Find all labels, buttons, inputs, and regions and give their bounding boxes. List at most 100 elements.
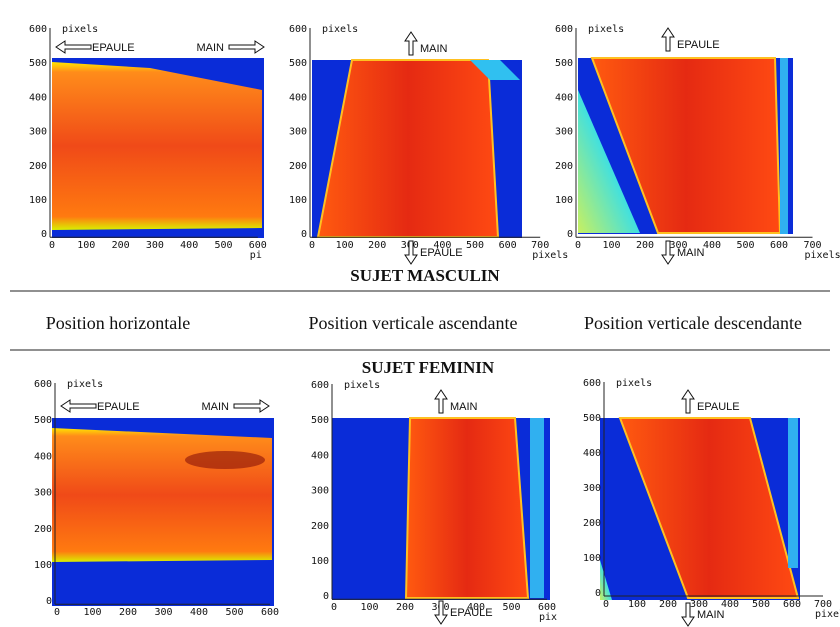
y-unit: pixels	[62, 24, 98, 35]
y-unit: pixels	[588, 24, 624, 35]
y-tick-label: 200	[583, 518, 601, 529]
y-tick-label: 400	[555, 92, 573, 103]
y-tick-label: 200	[289, 161, 307, 172]
arrow	[434, 389, 448, 414]
heatmap-edge	[530, 418, 544, 598]
arrow-label: EPAULE	[697, 401, 740, 413]
x-tick-label: 0	[575, 240, 581, 251]
heatmap-edge	[780, 58, 788, 234]
x-tick-label: 100	[360, 602, 378, 613]
heatmap-body	[618, 417, 800, 599]
x-unit: pi	[250, 250, 262, 261]
y-tick-label: 400	[583, 448, 601, 459]
x-tick-label: 500	[752, 599, 770, 610]
heatmap-edge	[470, 60, 520, 80]
arrow-label: MAIN	[197, 42, 225, 54]
x-unit: pixels	[805, 250, 840, 261]
arrow	[681, 602, 695, 627]
heatmap-body	[52, 62, 262, 230]
arrow	[233, 399, 270, 413]
arrow-label: EPAULE	[677, 39, 720, 51]
x-tick-label: 100	[77, 240, 95, 251]
x-tick-label: 700	[814, 599, 832, 610]
y-tick-label: 300	[289, 127, 307, 138]
heatmap-edge	[600, 560, 612, 600]
y-tick-label: 600	[311, 380, 329, 391]
x-tick-label: 200	[396, 602, 414, 613]
arrow-label: MAIN	[450, 401, 478, 413]
y-tick-label: 400	[34, 451, 52, 462]
y-tick-label: 200	[34, 524, 52, 535]
x-tick-label: 500	[214, 240, 232, 251]
male-title: SUJET MASCULIN	[350, 266, 500, 285]
y-tick-label: 0	[301, 229, 307, 240]
y-tick-label: 100	[29, 195, 47, 206]
x-tick-label: 500	[466, 240, 484, 251]
arrow-label: EPAULE	[420, 247, 463, 259]
y-tick-label: 0	[46, 596, 52, 607]
heatmap-edge	[788, 418, 798, 568]
x-tick-label: 400	[433, 240, 451, 251]
y-tick-label: 300	[311, 486, 329, 497]
x-tick-label: 400	[190, 607, 208, 618]
x-tick-label: 200	[112, 240, 130, 251]
y-tick-label: 600	[34, 379, 52, 390]
y-tick-label: 500	[583, 413, 601, 424]
arrow-label: MAIN	[677, 247, 705, 259]
y-tick-label: 600	[583, 378, 601, 389]
y-unit: pixels	[322, 24, 358, 35]
y-tick-label: 500	[29, 58, 47, 69]
arrow-label: EPAULE	[92, 42, 135, 54]
heatmap-shade	[185, 451, 265, 469]
arrow-label: MAIN	[202, 401, 230, 413]
x-tick-label: 600	[249, 240, 267, 251]
x-tick-label: 500	[736, 240, 754, 251]
x-unit: pixels	[532, 250, 568, 261]
arrow	[661, 27, 675, 52]
y-tick-label: 100	[34, 560, 52, 571]
y-tick-label: 400	[29, 92, 47, 103]
y-tick-label: 100	[289, 195, 307, 206]
x-tick-label: 600	[783, 599, 801, 610]
x-tick-label: 300	[690, 599, 708, 610]
x-tick-label: 400	[467, 602, 485, 613]
x-tick-label: 400	[180, 240, 198, 251]
y-tick-label: 500	[311, 415, 329, 426]
female-title: SUJET FEMININ	[362, 358, 495, 377]
x-tick-label: 500	[225, 607, 243, 618]
position-label: Position verticale ascendante	[309, 313, 518, 333]
y-tick-label: 300	[555, 127, 573, 138]
arrow-label: MAIN	[697, 609, 725, 621]
position-label: Position horizontale	[46, 313, 190, 333]
arrow	[55, 40, 92, 54]
y-tick-label: 0	[323, 591, 329, 602]
x-tick-label: 100	[336, 240, 354, 251]
arrow-label: EPAULE	[97, 401, 140, 413]
x-tick-label: 600	[261, 607, 279, 618]
arrow	[228, 40, 265, 54]
y-tick-label: 500	[289, 58, 307, 69]
y-tick-label: 300	[583, 483, 601, 494]
x-tick-label: 200	[636, 240, 654, 251]
x-tick-label: 0	[331, 602, 337, 613]
y-tick-label: 500	[555, 58, 573, 69]
heatmap-body	[52, 428, 272, 562]
y-tick-label: 100	[311, 556, 329, 567]
y-tick-label: 600	[555, 24, 573, 35]
arrow	[60, 399, 97, 413]
x-tick-label: 700	[803, 240, 821, 251]
arrow-label: MAIN	[420, 43, 448, 55]
heatmap-body	[404, 417, 530, 599]
x-unit: pixels	[815, 609, 840, 620]
x-tick-label: 400	[721, 599, 739, 610]
y-unit: pixels	[616, 378, 652, 389]
y-tick-label: 500	[34, 415, 52, 426]
x-tick-label: 600	[538, 602, 556, 613]
x-tick-label: 0	[54, 607, 60, 618]
heatmaps	[52, 57, 800, 606]
y-tick-label: 400	[311, 450, 329, 461]
x-tick-label: 300	[154, 607, 172, 618]
y-tick-label: 200	[311, 521, 329, 532]
x-tick-label: 700	[531, 240, 549, 251]
